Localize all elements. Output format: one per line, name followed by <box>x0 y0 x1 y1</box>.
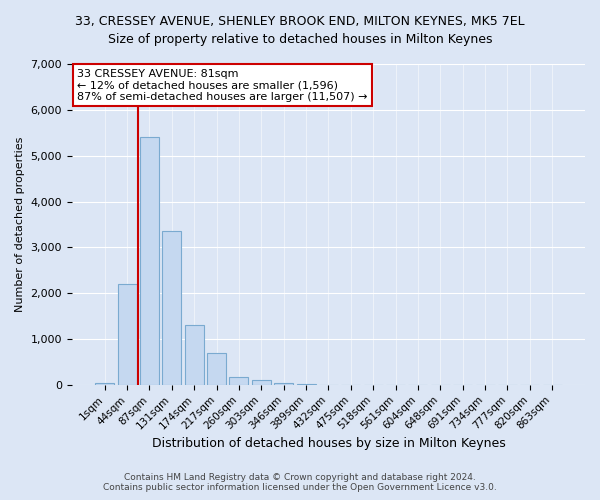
Text: 33, CRESSEY AVENUE, SHENLEY BROOK END, MILTON KEYNES, MK5 7EL: 33, CRESSEY AVENUE, SHENLEY BROOK END, M… <box>75 15 525 28</box>
Y-axis label: Number of detached properties: Number of detached properties <box>15 136 25 312</box>
Bar <box>118 284 137 385</box>
Bar <box>229 377 248 385</box>
Bar <box>140 138 159 385</box>
Bar <box>207 353 226 385</box>
Text: 33 CRESSEY AVENUE: 81sqm
← 12% of detached houses are smaller (1,596)
87% of sem: 33 CRESSEY AVENUE: 81sqm ← 12% of detach… <box>77 69 368 102</box>
Text: Size of property relative to detached houses in Milton Keynes: Size of property relative to detached ho… <box>108 32 492 46</box>
Bar <box>95 382 114 385</box>
Bar <box>274 382 293 385</box>
Bar <box>252 380 271 385</box>
Bar <box>163 232 181 385</box>
X-axis label: Distribution of detached houses by size in Milton Keynes: Distribution of detached houses by size … <box>152 437 505 450</box>
Text: Contains HM Land Registry data © Crown copyright and database right 2024.
Contai: Contains HM Land Registry data © Crown c… <box>103 473 497 492</box>
Bar <box>296 384 316 385</box>
Bar <box>185 326 204 385</box>
